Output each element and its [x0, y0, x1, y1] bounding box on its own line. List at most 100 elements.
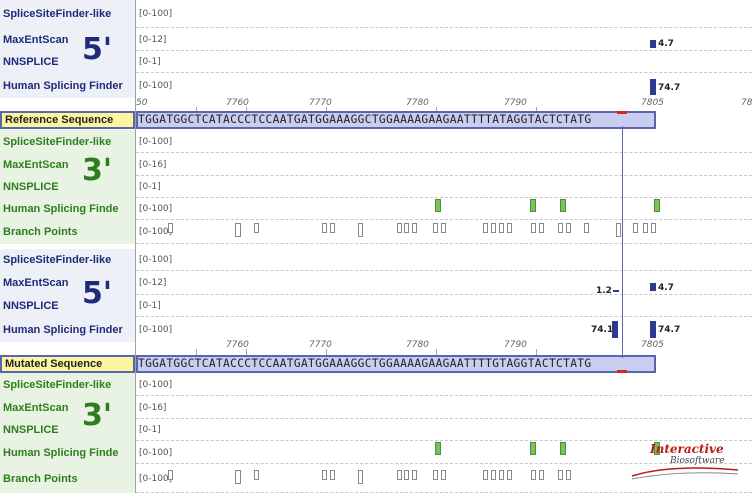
- branch-point: [531, 470, 536, 480]
- reference-sequence-label[interactable]: Reference Sequence: [0, 111, 135, 129]
- branch-point: [404, 470, 409, 480]
- score-bar: [560, 199, 566, 212]
- range-label: [0-1]: [139, 182, 161, 192]
- ruler-tick: 7805: [641, 340, 664, 350]
- track-label: MaxEntScan: [0, 153, 135, 176]
- track-label: NNSPLICE: [0, 295, 135, 317]
- range-label: [0-100]: [139, 227, 173, 237]
- branch-point: [539, 470, 544, 480]
- mut3-mes-row: MaxEntScan [0-16]: [0, 396, 752, 419]
- branch-point: [491, 223, 496, 233]
- mut3-nns-row: NNSPLICE [0-1]: [0, 419, 752, 441]
- branch-point: [235, 223, 241, 237]
- ref3-nns-row: NNSPLICE [0-1]: [0, 176, 752, 198]
- branch-point: [584, 223, 589, 233]
- track-label: NNSPLICE: [0, 176, 135, 198]
- range-label: [0-12]: [139, 278, 167, 288]
- score-bar: [560, 442, 566, 455]
- branch-point: [358, 223, 363, 237]
- branch-point: [404, 223, 409, 233]
- range-label: [0-12]: [139, 34, 167, 45]
- score-label: 74.7: [658, 325, 681, 335]
- track-label: Branch Points: [0, 464, 135, 493]
- mutated-sequence-label[interactable]: Mutated Sequence: [0, 355, 135, 373]
- ref5-nns-row: NNSPLICE [0-1]: [0, 51, 752, 73]
- mut3-ssf-row: SpliceSiteFinder-like [0-100]: [0, 373, 752, 396]
- score-bar: [650, 283, 656, 291]
- score-bar: [650, 321, 656, 338]
- branch-point: [441, 223, 446, 233]
- range-label: [0-100]: [139, 324, 173, 335]
- range-label: [0-16]: [139, 402, 167, 413]
- five-prime-mark: 5': [82, 276, 113, 311]
- range-label: [0-100]: [139, 136, 173, 147]
- five-prime-mark: 5': [82, 32, 113, 67]
- mutated-sequence-row[interactable]: TGGATGGCTCATACCCTCCAATGATGGAAAGGCTGGAAAA…: [136, 355, 752, 373]
- ruler-tick: 7760: [226, 340, 249, 350]
- branch-point: [491, 470, 496, 480]
- branch-point: [433, 470, 438, 480]
- branch-point: [483, 470, 488, 480]
- logo-text: Interactive: [650, 442, 724, 456]
- ruler-tick: 7790: [504, 340, 527, 350]
- score-label: 74.1: [591, 325, 614, 335]
- interactive-biosoftware-logo: Interactive Biosoftware: [630, 442, 740, 482]
- score-label: 4.7: [658, 39, 674, 49]
- branch-point: [531, 223, 536, 233]
- ruler-tick: 7760: [226, 98, 249, 108]
- ref3-mes-row: MaxEntScan [0-16]: [0, 153, 752, 176]
- ruler-mark: [326, 107, 327, 114]
- ruler-tick: 50: [136, 98, 148, 108]
- score-label: 1.2: [596, 286, 612, 295]
- range-label: [0-100]: [139, 379, 173, 390]
- branch-point: [397, 223, 402, 233]
- branch-point: [483, 223, 488, 233]
- range-label: [0-1]: [139, 301, 161, 311]
- branch-point: [330, 223, 335, 233]
- ruler-mark: [326, 349, 327, 356]
- mut5-nns-row: NNSPLICE [0-1]: [0, 295, 752, 317]
- ruler-mark: [196, 107, 197, 114]
- branch-point: [412, 223, 417, 233]
- track-label: SpliceSiteFinder-like: [0, 249, 135, 271]
- reference-sequence-row[interactable]: TGGATGGCTCATACCCTCCAATGATGGAAAGGCTGGAAAA…: [136, 111, 752, 129]
- branch-point: [539, 223, 544, 233]
- branch-point: [499, 470, 504, 480]
- sequence-window: [136, 111, 656, 129]
- branch-point: [441, 470, 446, 480]
- logo-swoosh-icon: [631, 467, 739, 480]
- branch-point: [643, 223, 648, 233]
- branch-point: [412, 470, 417, 480]
- ruler-mark: [536, 349, 537, 356]
- ruler-mark: [246, 349, 247, 356]
- ruler-mark: [246, 107, 247, 114]
- branch-point: [358, 470, 363, 484]
- three-prime-mark: 3': [82, 153, 113, 188]
- logo-subtext: Biosoftware: [670, 456, 725, 466]
- ruler-mark: [436, 107, 437, 114]
- branch-point: [235, 470, 241, 484]
- branch-point: [558, 470, 563, 480]
- ref5-mes-row: MaxEntScan [0-12] 4.7: [0, 28, 752, 51]
- ref3-bp-row: Branch Points [0-100]: [0, 220, 752, 244]
- track-label: Human Splicing Finde: [0, 198, 135, 220]
- track-label: MaxEntScan: [0, 271, 135, 295]
- mut5-ssf-row: SpliceSiteFinder-like [0-100]: [0, 249, 752, 271]
- track-label: NNSPLICE: [0, 51, 135, 73]
- branch-point: [168, 223, 173, 233]
- branch-point: [168, 470, 173, 480]
- score-bar: [650, 79, 656, 95]
- branch-point: [322, 470, 327, 480]
- range-label: [0-100]: [139, 204, 173, 214]
- track-label: Human Splicing Finde: [0, 441, 135, 464]
- ruler-tick: 7780: [406, 98, 429, 108]
- variant-marker: [617, 370, 627, 373]
- ruler-tick: 7780: [406, 340, 429, 350]
- branch-point: [322, 223, 327, 233]
- mutated-sequence-text: TGGATGGCTCATACCCTCCAATGATGGAAAGGCTGGAAAA…: [138, 357, 592, 370]
- three-prime-mark: 3': [82, 398, 113, 433]
- ruler-tick: 7805: [641, 98, 664, 108]
- track-label: MaxEntScan: [0, 28, 135, 51]
- score-bar: [613, 290, 619, 292]
